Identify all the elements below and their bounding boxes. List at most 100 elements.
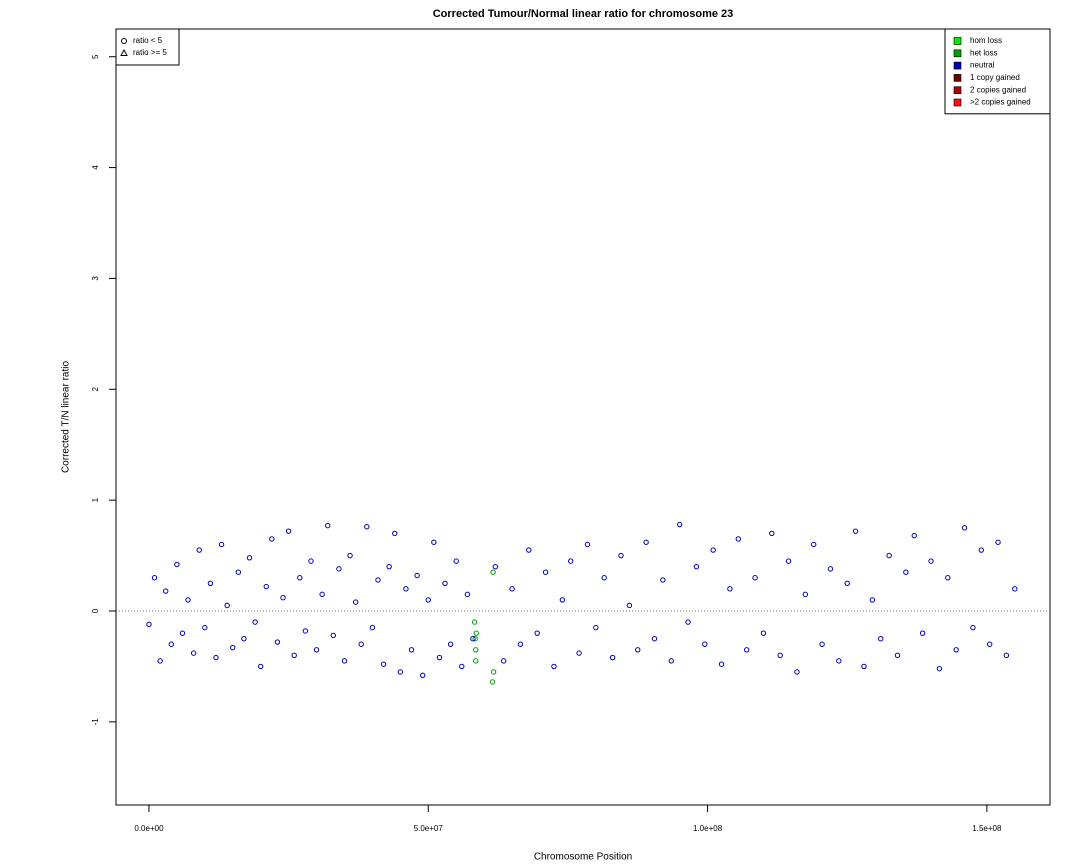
data-point: [224, 602, 230, 609]
data-point: [473, 658, 479, 664]
data-point: [364, 524, 370, 530]
x-tick-label: 1.0e+08: [693, 824, 723, 833]
data-point: [911, 532, 917, 539]
data-point: [852, 528, 859, 534]
y-tick-label: 0: [91, 608, 100, 613]
data-point: [626, 602, 633, 609]
data-point: [609, 654, 616, 661]
data-point: [341, 658, 348, 664]
data-point: [213, 654, 219, 661]
data-point: [291, 652, 297, 659]
data-point: [347, 552, 353, 559]
chart-title: Corrected Tumour/Normal linear ratio for…: [433, 8, 734, 20]
data-point: [230, 644, 236, 651]
data-point: [408, 647, 415, 653]
shape-legend-box: [115, 28, 180, 66]
data-point: [447, 641, 454, 647]
data-point: [785, 558, 792, 564]
data-point: [489, 679, 496, 685]
data-point: [252, 619, 258, 625]
data-point: [509, 586, 515, 592]
data-point: [218, 541, 225, 548]
data-point: [794, 669, 800, 675]
data-point: [459, 663, 465, 670]
data-point: [403, 586, 409, 592]
data-point: [568, 558, 574, 564]
data-point: [163, 588, 169, 594]
y-tick-label: 2: [91, 387, 100, 392]
data-point: [978, 547, 984, 553]
data-point: [425, 597, 431, 603]
x-tick-label: 1.5e+08: [972, 824, 1002, 833]
data-point: [534, 630, 540, 636]
data-point: [702, 641, 708, 647]
data-point: [386, 563, 392, 570]
data-point: [844, 580, 850, 586]
data-point: [886, 552, 892, 559]
data-point: [464, 591, 471, 598]
legend-label: neutral: [970, 61, 995, 70]
data-point: [676, 521, 683, 528]
data-point: [760, 630, 767, 636]
data-point: [752, 575, 758, 581]
data-point: [986, 641, 993, 647]
data-point: [325, 522, 331, 529]
legend-label: 1 copy gained: [970, 73, 1020, 82]
data-point: [643, 539, 649, 545]
data-point: [542, 569, 549, 575]
data-point: [743, 647, 750, 653]
data-point: [517, 641, 524, 647]
data-point: [1012, 586, 1018, 592]
data-point: [903, 569, 909, 575]
plot-frame: [115, 28, 1051, 806]
data-point: [442, 580, 448, 586]
data-point: [618, 552, 624, 559]
data-point: [685, 619, 691, 625]
data-point: [936, 665, 943, 672]
data-point: [601, 575, 607, 581]
data-point: [235, 569, 242, 575]
x-tick-label: 5.0e+07: [414, 824, 444, 833]
data-point: [269, 536, 275, 542]
y-axis-label: Corrected T/N linear ratio: [61, 361, 72, 474]
y-tick-label: 3: [91, 276, 100, 281]
data-point: [827, 566, 834, 572]
data-point: [471, 619, 478, 625]
legend-label: ratio >= 5: [133, 48, 167, 57]
data-point: [894, 652, 901, 659]
data-point: [375, 577, 381, 583]
data-point: [308, 558, 314, 564]
data-point: [436, 654, 443, 661]
y-tick-label: -1: [91, 718, 100, 726]
data-point: [727, 586, 733, 592]
data-point: [919, 630, 926, 636]
data-point: [945, 575, 951, 581]
data-point: [551, 663, 557, 670]
legend-swatch: [953, 74, 962, 82]
data-point: [490, 569, 496, 575]
data-point: [961, 525, 968, 531]
data-point: [369, 624, 376, 631]
y-tick-label: 5: [91, 54, 100, 59]
legend-label: ratio < 5: [133, 36, 163, 45]
data-point: [660, 577, 666, 583]
data-point: [207, 580, 214, 586]
data-point: [718, 661, 725, 667]
data-point: [500, 658, 507, 664]
y-tick-label: 4: [91, 165, 100, 170]
data-point: [196, 547, 202, 553]
data-point: [693, 563, 700, 570]
data-point: [297, 575, 303, 581]
x-axis-label: Chromosome Position: [534, 852, 632, 863]
data-point: [380, 661, 387, 667]
data-point: [146, 621, 152, 628]
data-point: [241, 636, 247, 642]
data-point: [313, 647, 320, 653]
data-point: [1003, 652, 1010, 659]
data-point: [710, 547, 716, 553]
legend-label: het loss: [970, 48, 998, 57]
data-point: [953, 647, 959, 653]
data-point: [336, 566, 342, 572]
data-point: [473, 630, 480, 636]
